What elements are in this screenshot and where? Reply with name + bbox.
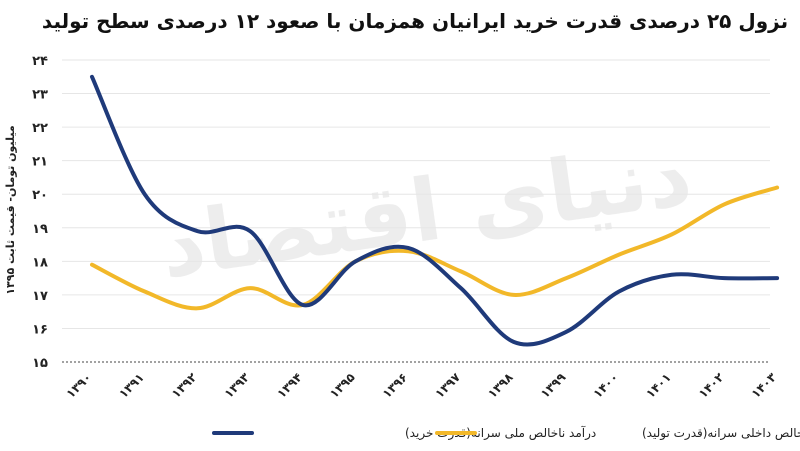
legend-label-gni: درآمد ناخالص ملی سرانه(قدرت خرید) <box>405 425 596 441</box>
x-tick-label: ۱۳۹۷ <box>432 370 463 401</box>
y-tick-label: ۱۷ <box>32 289 48 304</box>
y-tick-labels: ۱۵ ۱۶ ۱۷ ۱۸ ۱۹ ۲۰ ۲۱ ۲۲ ۲۳ ۲۴ <box>32 54 48 371</box>
x-tick-label: ۱۳۹۴ <box>274 370 305 401</box>
y-tick-label: ۲۰ <box>32 188 48 203</box>
legend-item-gdp: تولید ناخالص داخلی سرانه(قدرت تولید) <box>435 426 800 441</box>
x-tick-label: ۱۳۹۳ <box>222 370 253 401</box>
series-line-gni <box>90 74 780 347</box>
y-tick-label: ۲۳ <box>32 88 48 103</box>
grid <box>62 59 770 363</box>
y-tick-label: ۲۴ <box>32 54 48 69</box>
legend-label-gdp: تولید ناخالص داخلی سرانه(قدرت تولید) <box>642 426 800 441</box>
x-tick-label: ۱۴۰۲ <box>696 370 727 401</box>
y-tick-label: ۱۹ <box>32 222 48 237</box>
x-tick-label: ۱۴۰۱ <box>643 370 674 401</box>
legend-item-gni: درآمد ناخالص ملی سرانه(قدرت خرید) <box>212 425 596 441</box>
chart-title: نزول ۲۵ درصدی قدرت خرید ایرانیان همزمان … <box>42 9 788 33</box>
legend: درآمد ناخالص ملی سرانه(قدرت خرید) تولید … <box>212 425 800 441</box>
x-tick-labels: ۱۳۹۰ ۱۳۹۱ ۱۳۹۲ ۱۳۹۳ ۱۳۹۴ ۱۳۹۵ ۱۳۹۶ ۱۳۹۷ ۱۳۹۸ ۱۳۹۹… <box>64 370 780 401</box>
y-axis-label: میلیون تومان- قیمت ثابت ۱۳۹۵ <box>4 125 17 294</box>
x-tick-label: ۱۳۹۹ <box>538 370 569 401</box>
x-tick-label: ۱۳۹۲ <box>169 370 200 401</box>
y-tick-label: ۲۱ <box>32 155 48 170</box>
x-tick-label: ۱۳۹۵ <box>327 370 358 401</box>
x-tick-label: ۱۴۰۳ <box>749 370 780 401</box>
x-tick-label: ۱۴۰۰ <box>591 370 622 401</box>
x-tick-label: ۱۳۹۱ <box>116 370 147 401</box>
y-tick-label: ۲۲ <box>32 121 48 136</box>
x-tick-label: ۱۳۹۸ <box>485 370 516 401</box>
y-tick-label: ۱۵ <box>32 356 48 371</box>
series-lines <box>90 74 780 347</box>
series-line-gdp <box>90 185 780 311</box>
watermark: دنیای اقتصاد <box>154 125 697 298</box>
x-tick-label: ۱۳۹۶ <box>380 370 411 401</box>
x-tick-label: ۱۳۹۰ <box>64 370 95 401</box>
y-tick-label: ۱۸ <box>32 255 48 270</box>
y-tick-label: ۱۶ <box>32 322 48 337</box>
